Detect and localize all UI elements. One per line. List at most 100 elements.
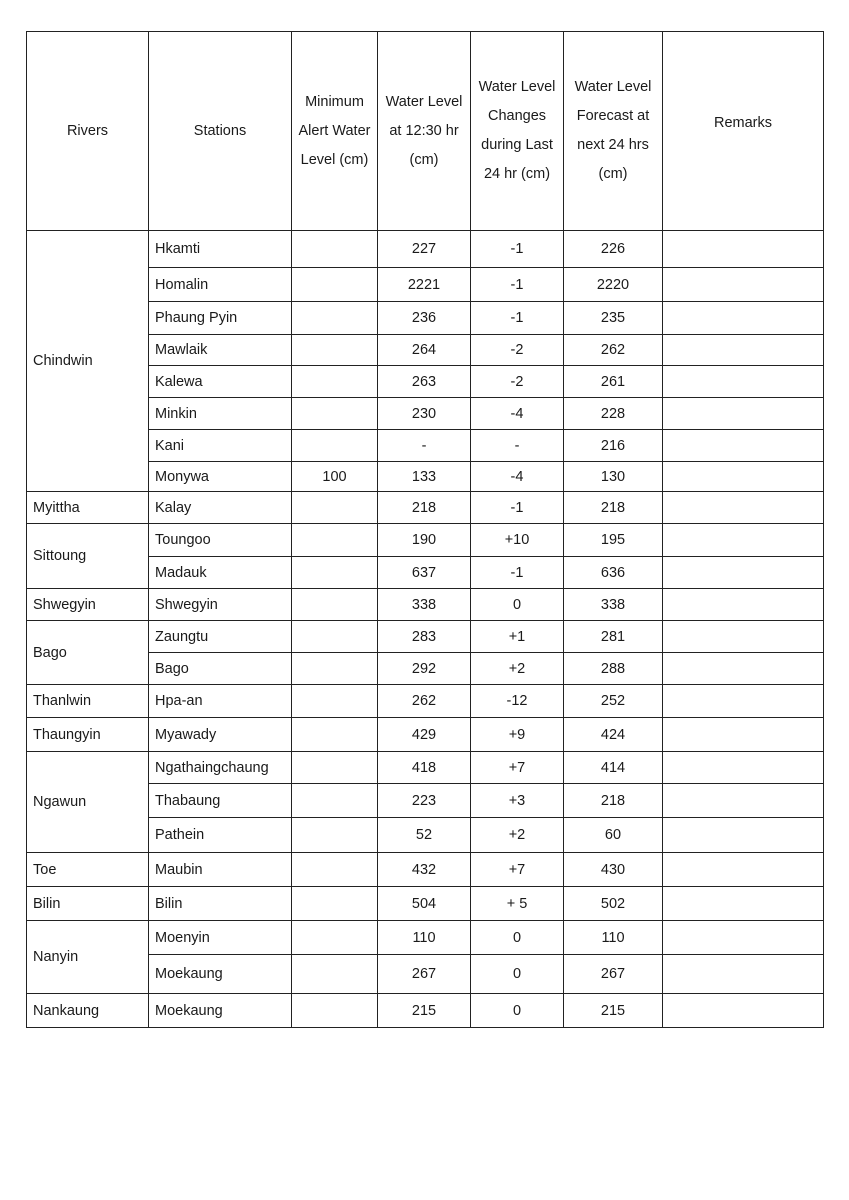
table-row: Mawlaik 264 -2 262 <box>27 334 824 366</box>
forecast-cell: 281 <box>563 620 663 653</box>
river-cell: Thanlwin <box>26 684 149 718</box>
remarks-cell <box>662 954 824 994</box>
forecast-cell: 502 <box>563 886 663 921</box>
station-cell: Homalin <box>148 267 292 302</box>
min-alert-cell <box>291 652 378 685</box>
table-row: Madauk 637 -1 636 <box>27 556 824 589</box>
water-level-cell: 52 <box>377 817 471 853</box>
min-alert-cell <box>291 491 378 524</box>
station-cell: Minkin <box>148 397 292 430</box>
change-cell: 0 <box>470 920 564 955</box>
remarks-cell <box>662 334 824 366</box>
remarks-cell <box>662 717 824 752</box>
water-level-cell: 292 <box>377 652 471 685</box>
station-cell: Hkamti <box>148 230 292 268</box>
table-row: Minkin 230 -4 228 <box>27 397 824 430</box>
forecast-cell: 130 <box>563 461 663 492</box>
min-alert-cell <box>291 993 378 1028</box>
remarks-cell <box>662 461 824 492</box>
change-cell: -1 <box>470 556 564 589</box>
table-row: Bilin Bilin 504 + 5 502 <box>26 886 824 921</box>
min-alert-cell <box>291 852 378 887</box>
river-cell: Nanyin <box>26 920 149 994</box>
river-cell: Myittha <box>26 491 149 524</box>
change-cell: - <box>470 429 564 462</box>
station-cell: Phaung Pyin <box>148 301 292 335</box>
table-row: Myittha Kalay 218 -1 218 <box>26 491 824 524</box>
change-cell: 0 <box>470 588 564 621</box>
forecast-cell: 424 <box>563 717 663 752</box>
table-row: Phaung Pyin 236 -1 235 <box>27 301 824 335</box>
min-alert-cell <box>291 751 378 784</box>
station-cell: Mawlaik <box>148 334 292 366</box>
min-alert-cell <box>291 588 378 621</box>
table-row: Ngawun Ngathaingchaung 418 +7 414 <box>26 751 824 853</box>
water-level-cell: 432 <box>377 852 471 887</box>
water-level-cell: 267 <box>377 954 471 994</box>
water-level-cell: 504 <box>377 886 471 921</box>
water-level-cell: 338 <box>377 588 471 621</box>
change-cell: +9 <box>470 717 564 752</box>
header-min-alert: Minimum Alert Water Level (cm) <box>291 31 378 231</box>
change-cell: 0 <box>470 954 564 994</box>
change-cell: + 5 <box>470 886 564 921</box>
river-cell: Nankaung <box>26 993 149 1028</box>
table-row: Nankaung Moekaung 215 0 215 <box>26 993 824 1028</box>
remarks-cell <box>662 852 824 887</box>
station-cell: Zaungtu <box>148 620 292 653</box>
station-cell: Monywa <box>148 461 292 492</box>
min-alert-cell <box>291 920 378 955</box>
station-cell: Ngathaingchaung <box>148 751 292 784</box>
min-alert-cell <box>291 397 378 430</box>
min-alert-cell <box>291 334 378 366</box>
station-cell: Toungoo <box>148 523 292 557</box>
change-cell: -1 <box>470 230 564 268</box>
river-cell: Bilin <box>26 886 149 921</box>
min-alert-cell <box>291 783 378 818</box>
table-row: Bago Zaungtu 283 +1 281 <box>26 620 824 685</box>
water-level-cell: 263 <box>377 365 471 398</box>
forecast-cell: 60 <box>563 817 663 853</box>
water-level-cell: 236 <box>377 301 471 335</box>
water-level-cell: 133 <box>377 461 471 492</box>
forecast-cell: 216 <box>563 429 663 462</box>
min-alert-cell <box>291 717 378 752</box>
station-cell: Thabaung <box>148 783 292 818</box>
forecast-cell: 338 <box>563 588 663 621</box>
remarks-cell <box>662 620 824 653</box>
min-alert-cell <box>291 684 378 718</box>
remarks-cell <box>662 267 824 302</box>
station-cell: Kalewa <box>148 365 292 398</box>
header-water-level: Water Level at 12:30 hr (cm) <box>377 31 471 231</box>
min-alert-cell <box>291 365 378 398</box>
water-level-cell: 215 <box>377 993 471 1028</box>
water-level-cell: 637 <box>377 556 471 589</box>
remarks-cell <box>662 920 824 955</box>
water-level-cell: 223 <box>377 783 471 818</box>
change-cell: +7 <box>470 852 564 887</box>
table-row: Thanlwin Hpa-an 262 -12 252 <box>26 684 824 718</box>
table-row: Sittoung Toungoo 190 +10 195 <box>26 523 824 589</box>
station-cell: Kalay <box>148 491 292 524</box>
river-cell: Shwegyin <box>26 588 149 621</box>
station-cell: Kani <box>148 429 292 462</box>
remarks-cell <box>662 556 824 589</box>
remarks-cell <box>662 230 824 268</box>
remarks-cell <box>662 523 824 557</box>
remarks-cell <box>662 397 824 430</box>
header-stations: Stations <box>148 31 292 231</box>
water-level-cell: 190 <box>377 523 471 557</box>
table-row: Shwegyin Shwegyin 338 0 338 <box>26 588 824 621</box>
water-level-cell: 110 <box>377 920 471 955</box>
table-row: Toe Maubin 432 +7 430 <box>26 852 824 887</box>
table-row: Monywa 100 133 -4 130 <box>27 461 824 492</box>
table-row: Kani - -216 <box>27 429 824 462</box>
change-cell: -2 <box>470 365 564 398</box>
forecast-cell: 2220 <box>563 267 663 302</box>
water-level-cell: 418 <box>377 751 471 784</box>
water-level-table: Rivers Stations Minimum Alert Water Leve… <box>26 31 824 1028</box>
station-cell: Moekaung <box>148 954 292 994</box>
river-cell: Ngawun <box>26 751 149 853</box>
river-cell: Chindwin <box>26 230 149 492</box>
change-cell: +7 <box>470 751 564 784</box>
